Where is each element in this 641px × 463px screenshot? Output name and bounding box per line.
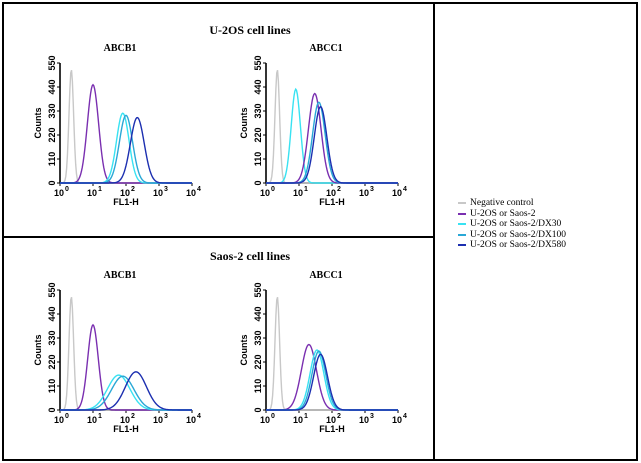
legend-swatch <box>458 223 466 226</box>
legend-item-dx580: U-2OS or Saos-2/DX580 <box>458 240 566 251</box>
horizontal-divider <box>2 236 434 238</box>
legend-swatch <box>458 233 466 236</box>
legend-swatch <box>458 202 466 205</box>
legend-swatch <box>458 244 466 247</box>
legend-label: Negative control <box>470 198 534 208</box>
panel-title-saos2-abcb1: ABCB1 <box>103 270 137 281</box>
legend-label: U-2OS or Saos-2 <box>470 208 536 219</box>
legend-item-parental: U-2OS or Saos-2 <box>458 209 566 220</box>
panel-title-u2os-abcc1: ABCC1 <box>309 43 343 54</box>
legend-label: U-2OS or Saos-2/DX580 <box>470 240 567 250</box>
legend-item-dx30: U-2OS or Saos-2/DX30 <box>458 219 566 230</box>
panel-title-saos2-abcc1: ABCC1 <box>309 270 343 281</box>
group-title-saos2: Saos-2 cell lines <box>210 249 290 263</box>
legend-item-negative-control: Negative control <box>458 198 566 209</box>
panel-title-u2os-abcb1: ABCB1 <box>103 43 137 54</box>
group-title-u2os: U-2OS cell lines <box>209 23 291 37</box>
legend-swatch <box>458 212 466 215</box>
legend-label: U-2OS or Saos-2/DX100 <box>470 229 567 240</box>
legend-item-dx100: U-2OS or Saos-2/DX100 <box>458 230 566 241</box>
legend-label: U-2OS or Saos-2/DX30 <box>470 219 562 229</box>
legend: Negative control U-2OS or Saos-2 U-2OS o… <box>458 198 566 251</box>
vertical-divider <box>433 2 435 461</box>
